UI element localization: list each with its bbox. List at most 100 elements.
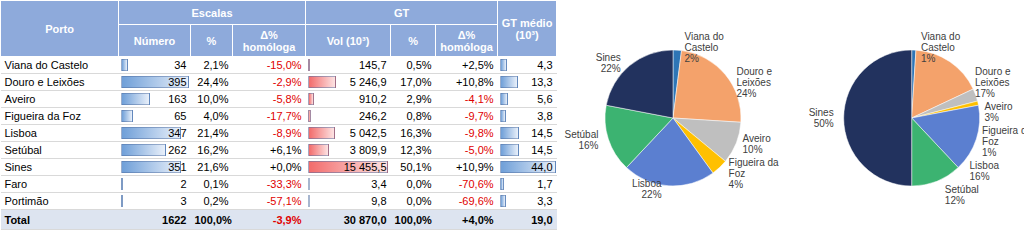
svg-text:Leixões: Leixões: [736, 77, 770, 88]
html-text:17,0%: 17,0%: [400, 76, 432, 88]
html-text:-4,1%: -4,1%: [464, 93, 494, 105]
svg-text:Setúbal: Setúbal: [565, 129, 599, 140]
html-text:-5,0%: -5,0%: [464, 144, 494, 156]
svg-text:Foz: Foz: [729, 168, 746, 179]
html-text:Porto: Porto: [45, 22, 74, 35]
svg-text:2%: 2%: [684, 53, 699, 64]
svg-text:Sines: Sines: [596, 52, 621, 63]
svg-text:16%: 16%: [970, 171, 990, 182]
html-text:-9,7%: -9,7%: [464, 110, 494, 122]
html-text:21,4%: 21,4%: [197, 127, 229, 139]
html-text:24,4%: 24,4%: [197, 76, 229, 88]
html-text:5 246,9: 5 246,9: [349, 76, 387, 88]
html-text:Douro e Leixões: Douro e Leixões: [4, 76, 85, 88]
html-text:100,0%: 100,0%: [194, 213, 232, 226]
html-text:3,8: 3,8: [537, 110, 553, 122]
html-text:14,5: 14,5: [531, 127, 553, 139]
html-text:30 870,0: 30 870,0: [343, 213, 387, 226]
html-text:34: 34: [174, 59, 187, 71]
html-text:3 809,9: 3 809,9: [349, 144, 387, 156]
svg-text:Douro e: Douro e: [975, 66, 1013, 77]
html-text:+4,0%: +4,0%: [462, 213, 494, 226]
html-text:-9,8%: -9,8%: [464, 127, 494, 139]
html-text:0,8%: 0,8%: [406, 110, 432, 122]
html-text:-3,9%: -3,9%: [272, 213, 302, 226]
html-text:Δ% homóloga: Δ% homóloga: [440, 28, 493, 53]
svg-text:Leixões: Leixões: [975, 77, 1009, 88]
html-text:Aveiro: Aveiro: [4, 93, 36, 105]
svg-text:Foz: Foz: [982, 136, 999, 147]
html-text:5,6: 5,6: [537, 93, 553, 105]
html-text:246,2: 246,2: [359, 110, 387, 122]
svg-text:Aveiro: Aveiro: [984, 101, 1013, 112]
svg-text:Lisboa: Lisboa: [970, 160, 1000, 171]
svg-text:17%: 17%: [975, 88, 995, 99]
html-text:-17,7%: -17,7%: [266, 110, 302, 122]
html-text:GT médio (10³): GT médio (10³): [501, 16, 553, 41]
html-text:Sines: Sines: [4, 161, 32, 173]
html-text:910,2: 910,2: [359, 93, 387, 105]
html-text:Vol (10³): Vol (10³): [326, 34, 370, 47]
html-text:+10,8%: +10,8%: [455, 76, 494, 88]
html-text:163: 163: [168, 93, 187, 105]
html-text:13,3: 13,3: [531, 76, 553, 88]
svg-text:Lisboa: Lisboa: [632, 178, 662, 189]
html-text:4,0%: 4,0%: [203, 110, 229, 122]
html-text:100,0%: 100,0%: [394, 213, 432, 226]
svg-text:10%: 10%: [743, 144, 763, 155]
html-text:0,5%: 0,5%: [406, 59, 432, 71]
svg-text:24%: 24%: [736, 88, 756, 99]
html-text:16,3%: 16,3%: [400, 127, 432, 139]
svg-text:3%: 3%: [984, 112, 999, 123]
svg-text:22%: 22%: [642, 189, 662, 200]
svg-text:Castelo: Castelo: [921, 42, 955, 53]
svg-text:Figueira da: Figueira da: [729, 157, 782, 168]
html-text:2,9%: 2,9%: [406, 93, 432, 105]
html-text:GT: GT: [393, 6, 410, 19]
html-text:Figueira da Foz: Figueira da Foz: [4, 110, 81, 122]
html-text:Número: Número: [133, 34, 176, 47]
svg-text:1%: 1%: [921, 53, 936, 64]
html-text:Δ% homóloga: Δ% homóloga: [242, 28, 296, 53]
svg-text:Aveiro: Aveiro: [743, 133, 772, 144]
html-text:1622: 1622: [162, 213, 187, 226]
html-text:-15,0%: -15,0%: [266, 59, 302, 71]
html-text:5 042,5: 5 042,5: [349, 127, 387, 139]
html-text:4,3: 4,3: [537, 59, 553, 71]
svg-text:Castelo: Castelo: [684, 42, 718, 53]
html-text:-8,9%: -8,9%: [272, 127, 302, 139]
svg-text:50%: 50%: [814, 118, 834, 129]
svg-text:12%: 12%: [945, 195, 965, 206]
html-text:12,3%: 12,3%: [400, 144, 432, 156]
html-text:65: 65: [174, 110, 187, 122]
html-text:+6,1%: +6,1%: [270, 144, 302, 156]
html-text:19,0: 19,0: [531, 213, 553, 226]
svg-text:Douro e: Douro e: [736, 66, 774, 77]
html-text:10,0%: 10,0%: [197, 93, 229, 105]
html-text:16,2%: 16,2%: [197, 144, 229, 156]
svg-text:Setúbal: Setúbal: [945, 184, 979, 195]
html-text:262: 262: [168, 144, 187, 156]
svg-text:4%: 4%: [729, 179, 744, 190]
html-text:Setúbal: Setúbal: [4, 144, 42, 156]
html-text:Escalas: Escalas: [191, 6, 233, 19]
svg-text:Figueira da: Figueira da: [982, 125, 1024, 136]
svg-text:1%: 1%: [982, 147, 997, 158]
svg-text:Viana do: Viana do: [921, 31, 963, 42]
html-text:347: 347: [168, 127, 187, 139]
svg-text:22%: 22%: [601, 63, 621, 74]
svg-text:16%: 16%: [578, 140, 598, 151]
svg-text:Sines: Sines: [809, 107, 834, 118]
html-text:2,1%: 2,1%: [203, 59, 229, 71]
html-text:-5,8%: -5,8%: [272, 93, 302, 105]
html-text:Viana do Castelo: Viana do Castelo: [4, 59, 89, 71]
html-text:Total: Total: [4, 213, 30, 226]
html-text:-2,9%: -2,9%: [272, 76, 302, 88]
html-text:+2,5%: +2,5%: [462, 59, 494, 71]
html-text:145,7: 145,7: [359, 59, 387, 71]
html-text:14,5: 14,5: [531, 144, 553, 156]
html-text:351: 351: [168, 161, 187, 173]
html-text:Lisboa: Lisboa: [4, 127, 37, 139]
html-text:395: 395: [168, 76, 187, 88]
svg-text:Viana do: Viana do: [684, 31, 726, 42]
